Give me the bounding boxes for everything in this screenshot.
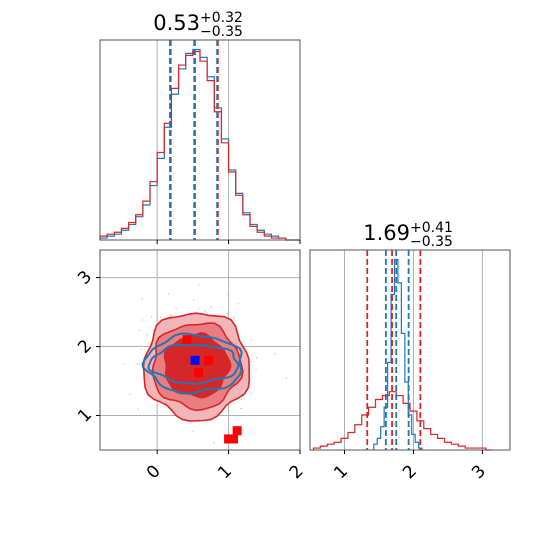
scatter-cloud-dot (227, 293, 229, 296)
scatter-cloud-dot (175, 308, 177, 310)
scatter-contour-a-1 (141, 332, 243, 395)
scatter-points (182, 335, 242, 444)
scatter-cloud-dot (159, 316, 162, 319)
hist2-xtick-label-0: 1 (330, 461, 352, 483)
scatter-cloud-dot (233, 317, 235, 320)
scatter-cloud-dot (138, 363, 140, 366)
scatter-contour-a-0 (147, 343, 240, 385)
scatter-cloud-dot (210, 305, 212, 308)
scatter-contours (123, 284, 288, 444)
hist-param1-title-minus: −0.35 (200, 24, 243, 40)
scatter-cloud-dot (168, 314, 171, 316)
scatter-cloud-dot (197, 307, 200, 310)
hist2-series-1-step (312, 391, 493, 451)
hist-param2-title-plus: +0.41 (410, 220, 453, 236)
scatter-xtick-label-0: 0 (143, 461, 165, 483)
scatter-cloud-dot (285, 377, 288, 380)
hist-param2-title-median: 1.69 (363, 221, 410, 245)
scatter-cloud-dot (213, 442, 215, 444)
scatter-cloud-dot (233, 316, 235, 319)
scatter-ytick-label-0: 1 (74, 405, 96, 427)
scatter-cloud-dot (274, 353, 276, 355)
scatter-cloud-dot (141, 319, 144, 321)
scatter-cloud-dot (255, 357, 258, 359)
scatter-cloud-dot (137, 408, 139, 410)
hist1-series-0-step (99, 48, 300, 241)
scatter-cloud-dot (140, 348, 142, 350)
scatter-cloud-dot (138, 329, 141, 331)
scatter-cloud-dot (156, 311, 158, 313)
scatter-cloud-dot (192, 430, 194, 432)
scatter-xtick-label-2: 2 (286, 461, 308, 483)
scatter-point-4 (232, 426, 242, 436)
scatter-cloud-dot (204, 310, 206, 313)
scatter-panel: 0 1 2 1 2 3 (74, 249, 308, 483)
scatter-cloud-dot (198, 284, 200, 286)
scatter-cloud-dot (255, 368, 257, 371)
scatter-xtick-label-1: 1 (214, 461, 236, 483)
scatter-ytick-label-1: 2 (74, 336, 96, 358)
scatter-point-3 (194, 368, 204, 378)
hist-param2-title-minus: −0.35 (410, 234, 453, 250)
scatter-cloud-dot (250, 360, 252, 363)
hist-param2-ticks: 1 2 3 (330, 450, 490, 483)
scatter-cloud-dot (167, 293, 170, 295)
scatter-cloud-dot (123, 363, 125, 366)
hist-param1-title-plus: +0.32 (200, 10, 243, 26)
scatter-point-2 (204, 355, 214, 365)
scatter-cloud-dot (250, 392, 252, 395)
scatter-cloud-dot (136, 363, 138, 365)
scatter-cloud-dot (143, 345, 145, 348)
scatter-cloud-dot (170, 315, 173, 317)
scatter-cloud-dot (156, 314, 158, 316)
scatter-cloud-dot (250, 339, 253, 341)
scatter-ytick-label-2: 3 (74, 267, 96, 289)
hist-param2-frame (309, 249, 511, 451)
hist2-series-0-step (373, 258, 423, 450)
scatter-point-6 (229, 434, 239, 444)
scatter-cloud-dot (192, 299, 195, 301)
hist-param1-title-median: 0.53 (153, 11, 200, 35)
hist-param2-series (312, 258, 493, 451)
hist-param1-frame (99, 39, 301, 241)
hist-param1-series (99, 48, 300, 241)
hist-param1-ticks (156, 240, 301, 244)
hist2-xtick-label-1: 2 (399, 461, 421, 483)
hist-param1-panel: 0.53 +0.32 −0.35 (99, 10, 301, 244)
hist-param2-quantile-lines (366, 250, 422, 450)
scatter-point-1 (182, 335, 192, 345)
scatter-cloud-dot (129, 393, 131, 396)
hist-param1-quantile-lines (169, 40, 219, 240)
scatter-cloud-dot (152, 329, 155, 331)
scatter-cloud-dot (139, 345, 141, 347)
scatter-cloud-dot (227, 312, 229, 315)
scatter-cloud-dot (146, 334, 148, 336)
hist1-series-1-step (99, 50, 300, 241)
hist-param2-panel: 1 2 3 1.69 +0.41 −0.35 (309, 220, 511, 483)
hist-param2-grid (343, 250, 483, 450)
hist2-xtick-label-2: 3 (468, 461, 490, 483)
scatter-contour-b-0 (163, 332, 232, 399)
scatter-cloud-dot (150, 315, 153, 318)
scatter-cloud-dot (237, 303, 239, 305)
scatter-point-0 (190, 355, 200, 365)
scatter-cloud-dot (141, 298, 143, 300)
scatter-cloud-dot (240, 407, 243, 409)
scatter-point-5 (224, 434, 234, 444)
scatter-frame (99, 249, 301, 451)
scatter-cloud-dot (240, 398, 243, 401)
